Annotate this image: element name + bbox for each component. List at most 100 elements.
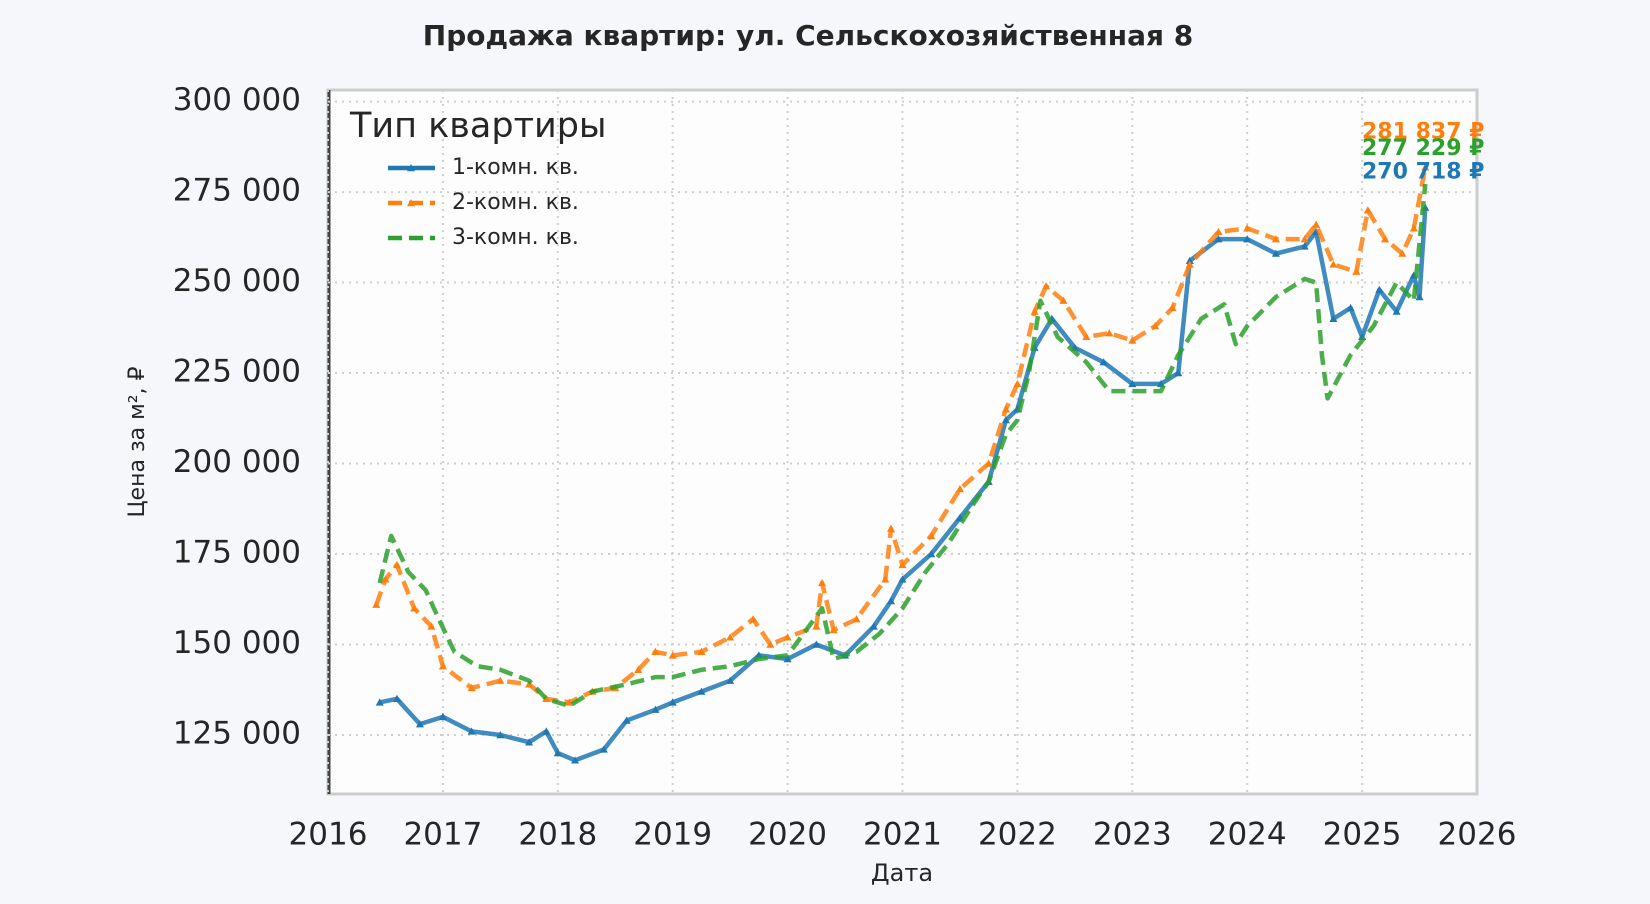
marker [438,662,447,670]
marker [381,575,390,583]
series-line [374,166,1428,705]
end-label: 281 837 ₽ [1362,119,1484,144]
y-tick-label: 200 000 [173,444,301,480]
legend: Тип квартиры 1-комн. кв. 2-комн. кв. 3-ком… [349,106,607,250]
marker [1271,249,1280,257]
marker [1059,296,1068,304]
marker [898,560,907,569]
marker [697,647,706,655]
marker [1415,293,1424,301]
marker [1363,206,1372,214]
x-tick-label: 2022 [978,817,1057,853]
grid [327,90,1478,794]
marker [955,484,964,493]
marker [415,720,424,728]
marker [565,698,574,706]
marker [1214,235,1223,243]
marker [812,640,821,648]
marker [392,694,401,703]
x-axis-label: Дата [871,859,933,887]
marker [427,622,436,630]
marker [651,647,660,655]
marker [467,683,476,692]
marker [1398,249,1407,257]
marker [542,694,551,703]
marker [881,575,890,583]
marker [634,665,643,674]
marker [1001,416,1010,424]
marker [375,698,384,706]
marker [496,731,505,739]
marker [1185,260,1194,268]
y-tick-label: 225 000 [173,354,301,390]
marker [783,654,792,663]
marker [818,578,827,587]
marker [783,633,792,641]
x-tick-label: 2025 [1323,817,1402,853]
marker [1346,303,1355,312]
end-label: 270 718 ₽ [1362,160,1484,185]
marker [1409,224,1418,232]
x-tick-label: 2018 [518,817,597,853]
marker [1300,242,1309,250]
marker [467,727,476,735]
x-tick-label: 2021 [863,817,942,853]
marker [887,597,896,605]
marker [372,600,381,608]
marker [887,524,896,532]
x-tick-label: 2026 [1438,817,1517,853]
x-tick-label: 2019 [633,817,712,853]
marker [726,633,735,641]
marker [898,575,907,583]
legend-title: Тип квартиры [349,106,607,146]
marker [1013,379,1022,388]
marker [1214,227,1223,236]
y-axis-label: Цена за м², ₽ [125,366,150,517]
marker [1030,307,1039,315]
series-line [377,183,1428,709]
marker [1185,256,1194,265]
marker [599,745,608,753]
marker [496,676,505,684]
marker [438,712,447,721]
marker [726,676,735,684]
marker [622,716,631,724]
marker [1312,220,1321,228]
marker [1082,332,1091,341]
marker [1381,235,1390,243]
marker [1099,358,1108,366]
marker [812,622,821,630]
marker [927,550,936,558]
marker [852,615,861,623]
marker [525,738,534,746]
marker [1352,267,1361,275]
y-tick-label: 175 000 [173,535,301,571]
marker [1042,282,1051,290]
marker [1375,285,1384,293]
y-tick-label: 275 000 [173,173,301,209]
marker [1243,235,1252,243]
marker [392,560,401,569]
marker [1151,321,1160,330]
marker [1329,260,1338,268]
marker [1243,224,1252,232]
marker [1271,235,1280,243]
marker [668,651,677,659]
x-tick-label: 2024 [1208,817,1287,853]
legend-label: 2-комн. кв. [452,190,579,215]
x-tick-label: 2016 [289,817,368,853]
marker [668,698,677,706]
legend-marker [407,164,415,172]
marker [1421,163,1430,171]
marker [1128,379,1137,388]
legend-label: 3-комн. кв. [452,225,579,250]
marker [1105,329,1114,337]
marker [1300,235,1309,243]
chart-title: Продажа квартир: ул. Сельскохозяйственна… [423,19,1193,52]
legend-marker [407,199,415,207]
marker [697,687,706,695]
marker [1329,314,1338,322]
marker [1168,303,1177,312]
end-label: 277 229 ₽ [1362,136,1484,161]
